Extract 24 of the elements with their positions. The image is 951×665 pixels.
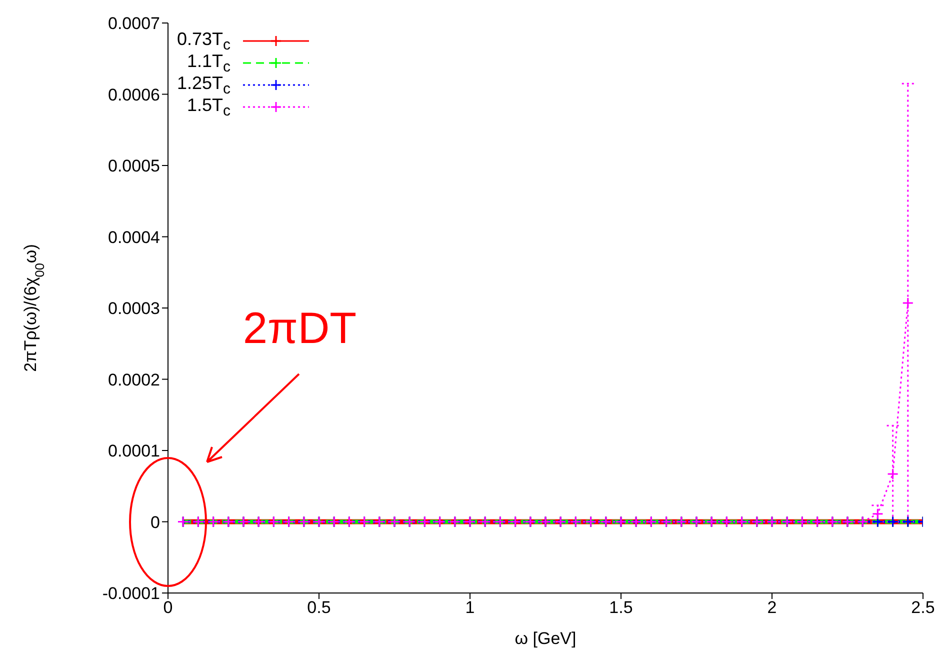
x-tick-label: 1.5 — [609, 598, 633, 618]
x-tick-label: 2.5 — [911, 598, 935, 618]
y-tick-label: 0.0006 — [108, 85, 160, 104]
x-tick-label: 0.5 — [307, 598, 331, 618]
legend-label: 1.5T$_{c}$ — [187, 94, 231, 120]
y-tick-label: 0.0005 — [108, 156, 160, 176]
legend-label: 1.25T$_{c}$ — [177, 72, 231, 98]
y-tick-label: 0 — [150, 512, 160, 532]
point — [902, 297, 914, 309]
x-axis-title: ω [GeV] — [514, 629, 576, 648]
y-tick-label: 0.0004 — [108, 228, 160, 247]
y-tick-label: 0.0003 — [108, 299, 160, 318]
point — [887, 468, 899, 480]
y-tick-label: 0.0007 — [108, 14, 160, 34]
legend-label: 1.1T$_{c}$ — [187, 50, 231, 76]
point — [872, 508, 884, 520]
x-tick-label: 0 — [163, 598, 173, 618]
y-tick-label: -0.0001 — [102, 584, 160, 604]
legend-label: 0.73T$_{c}$ — [177, 28, 231, 54]
y-tick-label: 0.0002 — [108, 370, 160, 390]
x-tick-label: 2 — [767, 598, 777, 618]
y-tick-label: 0.0001 — [108, 442, 160, 461]
annotation: 2πDT — [243, 304, 356, 353]
x-tick-label: 1 — [465, 598, 475, 618]
